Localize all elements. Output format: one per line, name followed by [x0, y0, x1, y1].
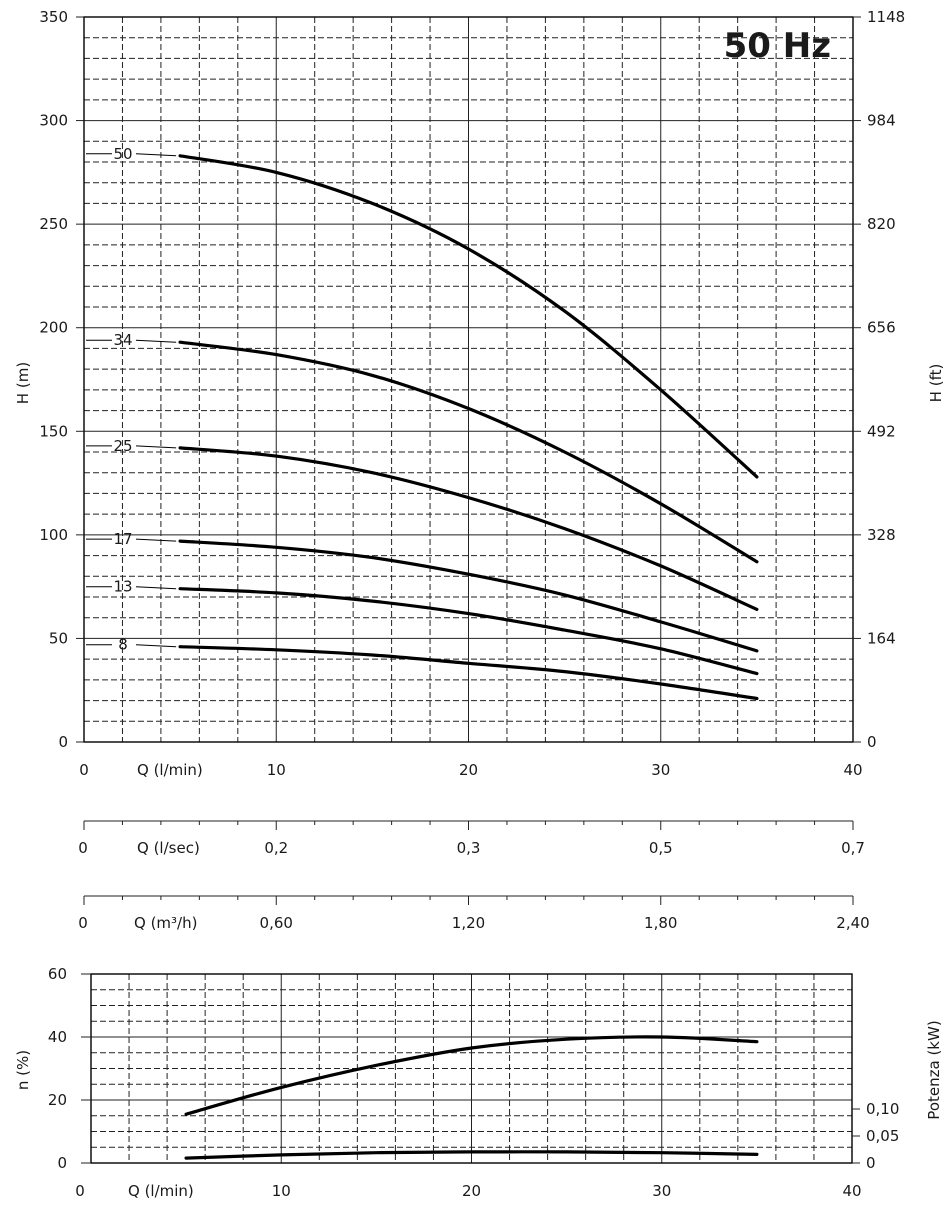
curve-leader-right [135, 586, 177, 590]
y-right-tick-label: 0,10 [866, 1100, 899, 1118]
y-tick-label: 150 [39, 422, 68, 440]
y-right-tick-label: 0,05 [866, 1127, 899, 1145]
lsec-zero-label: 0 [78, 839, 88, 857]
curve-label-34: 34 [113, 331, 132, 349]
y-right-tick-label: 820 [867, 215, 896, 233]
curve-leader-right [135, 445, 177, 449]
m3h-zero-label: 0 [78, 914, 88, 932]
x-tick-label: 20 [462, 1182, 481, 1200]
flow-unit-axes [83, 820, 854, 905]
x-tick-label: 20 [459, 761, 478, 779]
y-tick-label: 350 [39, 8, 68, 26]
y-tick-label: 300 [39, 112, 68, 130]
curve-label-13: 13 [113, 578, 132, 596]
y-tick-label: 0 [57, 1154, 67, 1172]
lsec-tick-label: 0,2 [264, 839, 288, 857]
m3h-tick-label: 0,60 [260, 914, 293, 932]
y-right-tick-label: 656 [867, 319, 896, 337]
head-curve-50 [178, 154, 759, 479]
lsec-tick-label: 0,7 [841, 839, 865, 857]
head-curve-34 [178, 340, 759, 564]
head-y-left-label: H (m) [14, 362, 32, 404]
x-tick-label: 0 [75, 1182, 85, 1200]
y-tick-label: 60 [48, 965, 67, 983]
x-tick-label: 40 [842, 1182, 861, 1200]
power-curve [184, 1150, 759, 1160]
y-tick-label: 200 [39, 319, 68, 337]
efficiency-chart-grid [81, 973, 860, 1164]
y-right-tick-label: 164 [867, 629, 896, 647]
head-curves [86, 153, 759, 701]
head-chart-grid [76, 16, 861, 743]
curve-leader-right [135, 153, 177, 157]
head-curve-25 [178, 446, 759, 611]
lsec-tick-label: 0,5 [649, 839, 673, 857]
curve-leader-right [135, 339, 177, 343]
y-right-tick-label: 984 [867, 112, 896, 130]
x-tick-label: 40 [843, 761, 862, 779]
curve-leader-right [135, 644, 177, 648]
y-tick-label: 0 [58, 733, 68, 751]
y-tick-label: 100 [39, 526, 68, 544]
efficiency-plot-frame [90, 973, 853, 1164]
head-y-right-label: H (ft) [927, 364, 945, 403]
y-tick-label: 20 [48, 1091, 67, 1109]
x-tick-label: 0 [79, 761, 89, 779]
y-right-tick-label: 492 [867, 422, 896, 440]
x-tick-label: 30 [651, 761, 670, 779]
eff-y-right-label: Potenza (kW) [925, 1020, 943, 1119]
y-right-tick-label: 0 [867, 733, 877, 751]
y-right-tick-label: 1148 [867, 8, 905, 26]
head-chart-labels: 50 Hz Q (l/min) H (m) H (ft) 05010015020… [14, 8, 945, 779]
eff-y-left-label: n (%) [14, 1050, 32, 1090]
eff-x-unit-label: Q (l/min) [128, 1182, 194, 1200]
y-tick-label: 40 [48, 1028, 67, 1046]
m3h-tick-label: 2,40 [836, 914, 869, 932]
lsec-tick-label: 0,3 [457, 839, 481, 857]
x-tick-label: 10 [267, 761, 286, 779]
head-curve-17 [178, 539, 759, 653]
y-tick-label: 250 [39, 215, 68, 233]
y-tick-label: 50 [49, 629, 68, 647]
efficiency-curve [184, 1035, 759, 1116]
head-curve-8 [178, 645, 759, 701]
m3h-tick-label: 1,80 [644, 914, 677, 932]
curve-label-17: 17 [113, 530, 132, 548]
x-tick-label: 10 [272, 1182, 291, 1200]
flow-unit-labels: Q (l/sec) 0 Q (m³/h) 0 0,2 0,3 0,5 0,7 0,60 1… [78, 839, 869, 932]
curve-label-50: 50 [113, 145, 132, 163]
curve-label-8: 8 [118, 636, 128, 654]
head-plot-frame [83, 16, 854, 743]
head-x-unit-label: Q (l/min) [137, 761, 203, 779]
lsec-unit-label: Q (l/sec) [137, 839, 200, 857]
x-tick-label: 30 [652, 1182, 671, 1200]
m3h-tick-label: 1,20 [452, 914, 485, 932]
y-right-tick-label: 0 [866, 1154, 876, 1172]
frequency-title: 50 Hz [724, 26, 831, 66]
head-curve-13 [178, 587, 759, 676]
m3h-unit-label: Q (m³/h) [134, 914, 197, 932]
y-right-tick-label: 328 [867, 526, 896, 544]
curve-leader-right [135, 538, 177, 542]
curve-label-25: 25 [113, 437, 132, 455]
efficiency-curves [184, 1035, 759, 1160]
efficiency-chart-labels: Q (l/min) n (%) Potenza (kW) 0 20 40 60 0 0,0… [14, 965, 943, 1200]
